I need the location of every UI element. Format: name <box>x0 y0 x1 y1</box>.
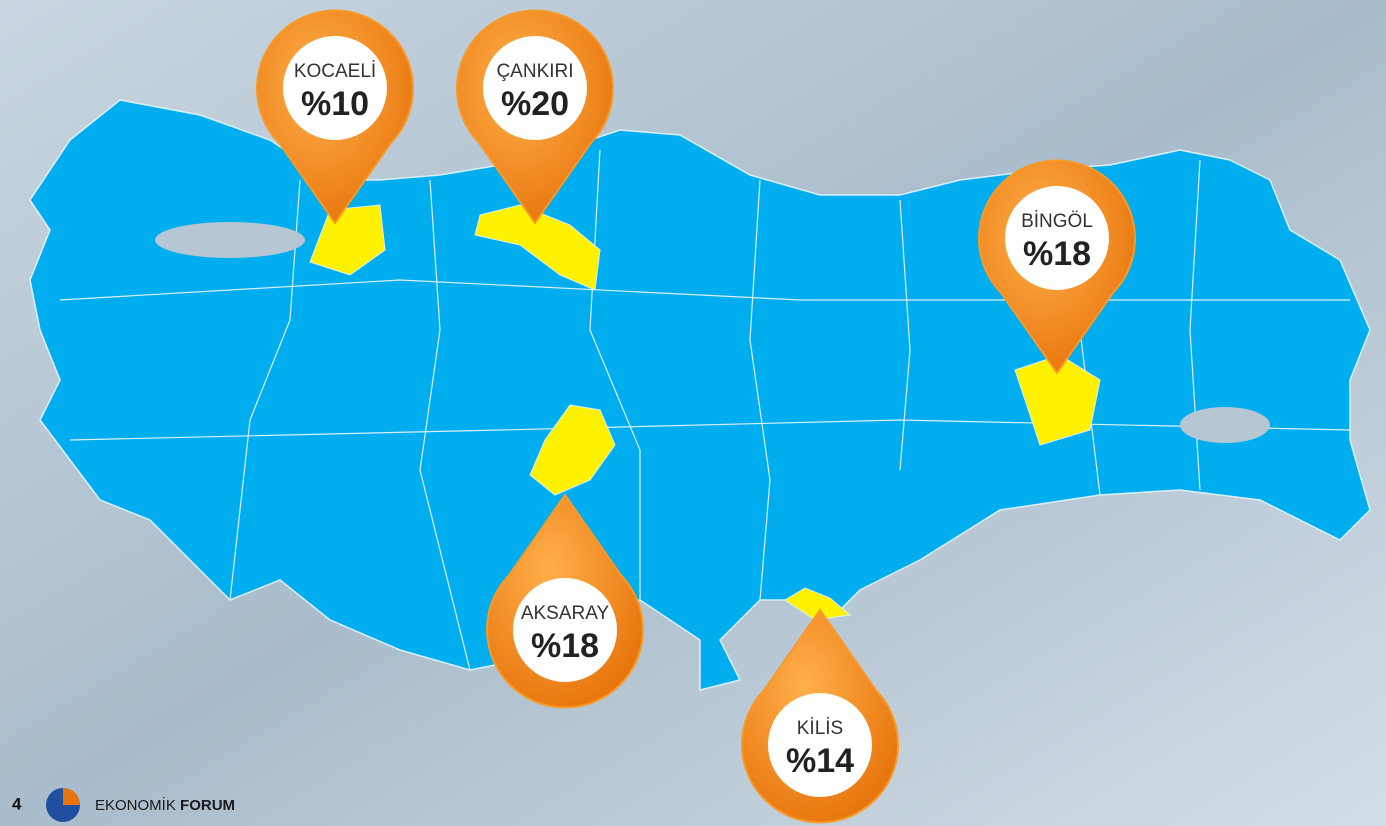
province-value: %18 <box>531 627 599 665</box>
brand: EKONOMİK FORUM <box>95 796 235 814</box>
province-value: %18 <box>1023 235 1091 273</box>
province-value: %20 <box>501 85 569 123</box>
lake-van <box>1180 407 1270 443</box>
province-value: %10 <box>301 85 369 123</box>
brand-light: EKONOMİK <box>95 796 176 814</box>
province-name: ÇANKIRI <box>496 61 573 82</box>
page-number: 4 <box>12 794 22 813</box>
brand-bold: FORUM <box>180 797 235 814</box>
infographic: 4 EKONOMİK FORUM KOCAELİ %10 ÇANKIRI %20 BİN… <box>0 0 1386 826</box>
province-name: AKSARAY <box>521 603 610 624</box>
marmara-sea <box>155 222 305 258</box>
province-value: %14 <box>786 742 854 780</box>
province-name: BİNGÖL <box>1021 211 1093 232</box>
province-name: KOCAELİ <box>294 61 376 82</box>
province-name: KİLİS <box>797 718 843 739</box>
